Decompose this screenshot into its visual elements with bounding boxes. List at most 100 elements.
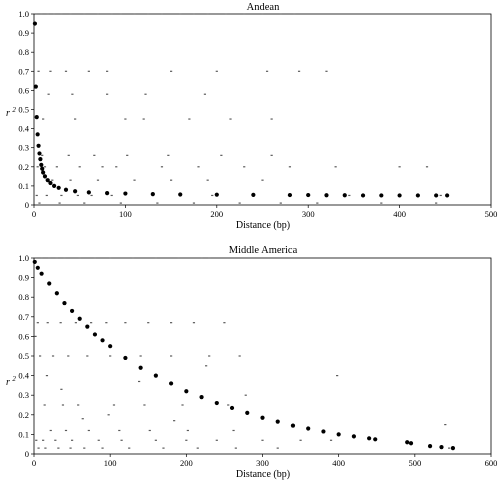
observed-point	[192, 202, 196, 204]
fitted-curve-point	[367, 436, 372, 441]
observed-point	[107, 414, 110, 416]
observed-point	[160, 166, 164, 168]
observed-point	[69, 13, 72, 15]
observed-point	[131, 257, 135, 259]
observed-point	[83, 202, 86, 204]
observed-point	[87, 429, 90, 432]
fitted-curve-point	[105, 191, 110, 196]
x-tick-label: 0	[32, 209, 36, 219]
observed-point	[154, 257, 157, 259]
y-tick-label: 0.4	[18, 371, 29, 381]
fitted-curve-point	[439, 445, 444, 450]
observed-point	[124, 322, 127, 324]
observed-point	[46, 322, 49, 324]
observed-point	[71, 93, 74, 95]
observed-point	[147, 13, 150, 15]
y-tick-label: 0.9	[18, 273, 29, 283]
fitted-curve-point	[251, 192, 256, 197]
fitted-curve-point	[73, 189, 78, 194]
fitted-curve-point	[321, 429, 326, 434]
observed-point	[51, 179, 54, 181]
observed-point	[43, 404, 46, 406]
chart-title: Middle America	[229, 245, 298, 256]
observed-point	[101, 166, 104, 168]
observed-point	[244, 394, 247, 396]
y-tick-label: 0.4	[18, 124, 29, 134]
observed-point	[261, 439, 264, 441]
fitted-curve-point	[35, 132, 40, 137]
observed-point	[147, 322, 150, 324]
observed-point	[297, 70, 301, 72]
observed-point	[197, 166, 200, 168]
observed-point	[144, 93, 147, 95]
fitted-curve-point	[32, 259, 37, 265]
observed-point	[124, 118, 127, 120]
observed-point	[243, 13, 246, 15]
fitted-curve-point	[306, 192, 311, 198]
observed-point	[36, 322, 39, 324]
observed-point	[74, 322, 77, 324]
fitted-curve-point	[123, 355, 128, 361]
observed-point	[34, 257, 37, 259]
fitted-curve-point	[138, 365, 143, 370]
observed-point	[139, 355, 142, 357]
fitted-curve-point	[450, 446, 456, 451]
observed-point	[55, 166, 58, 168]
observed-point	[154, 439, 157, 441]
observed-point	[90, 194, 93, 197]
y-tick-label: 0.3	[18, 143, 29, 153]
y-tick-label: 0.7	[18, 66, 29, 76]
observed-point	[74, 118, 77, 120]
fitted-curve-point	[33, 84, 38, 89]
observed-point	[196, 447, 199, 449]
observed-point	[35, 194, 38, 197]
observed-point	[238, 202, 241, 204]
observed-point	[60, 194, 63, 197]
y-tick-label: 0.2	[18, 162, 29, 172]
observed-point	[110, 13, 113, 15]
fitted-curve-point	[415, 193, 420, 198]
observed-point	[336, 375, 339, 377]
fitted-curve-point	[306, 426, 311, 431]
observed-point	[160, 13, 164, 15]
observed-point	[179, 13, 182, 15]
fitted-curve-point	[86, 190, 91, 195]
y-tick-label: 0	[25, 449, 29, 459]
observed-point	[42, 118, 45, 120]
fitted-curve-point	[336, 432, 341, 437]
observed-point	[35, 439, 38, 441]
observed-point	[380, 202, 383, 204]
observed-point	[334, 166, 337, 168]
x-tick-label: 400	[393, 209, 406, 219]
observed-point	[61, 404, 65, 406]
observed-point	[435, 202, 438, 204]
fitted-curve-point	[229, 405, 235, 411]
observed-point	[53, 13, 56, 15]
observed-point	[185, 439, 188, 441]
fitted-curve-point	[38, 157, 43, 162]
y-tick-label: 0.6	[18, 331, 29, 341]
observed-point	[86, 355, 89, 357]
observed-point	[69, 179, 72, 181]
observed-point	[220, 154, 223, 156]
observed-point	[265, 70, 269, 72]
y-tick-label: 0.8	[18, 47, 29, 57]
fitted-curve-point	[150, 192, 155, 197]
observed-point	[42, 439, 45, 441]
y-tick-label: 1.0	[18, 9, 29, 19]
x-tick-label: 100	[119, 209, 132, 219]
observed-point	[83, 13, 86, 15]
observed-point	[90, 322, 93, 324]
x-tick-label: 200	[180, 458, 193, 468]
observed-point	[45, 194, 48, 197]
observed-point	[224, 13, 228, 15]
plot-area-frame	[33, 13, 492, 206]
fitted-curve-point	[287, 192, 293, 198]
fitted-curve-point	[92, 332, 98, 337]
fitted-curve-point	[123, 191, 128, 196]
x-tick-label: 300	[302, 209, 315, 219]
fitted-curve-point	[373, 437, 378, 442]
fitted-curve-point	[351, 434, 356, 439]
fitted-curve-point	[260, 415, 265, 420]
fitted-curve-point	[32, 21, 38, 26]
